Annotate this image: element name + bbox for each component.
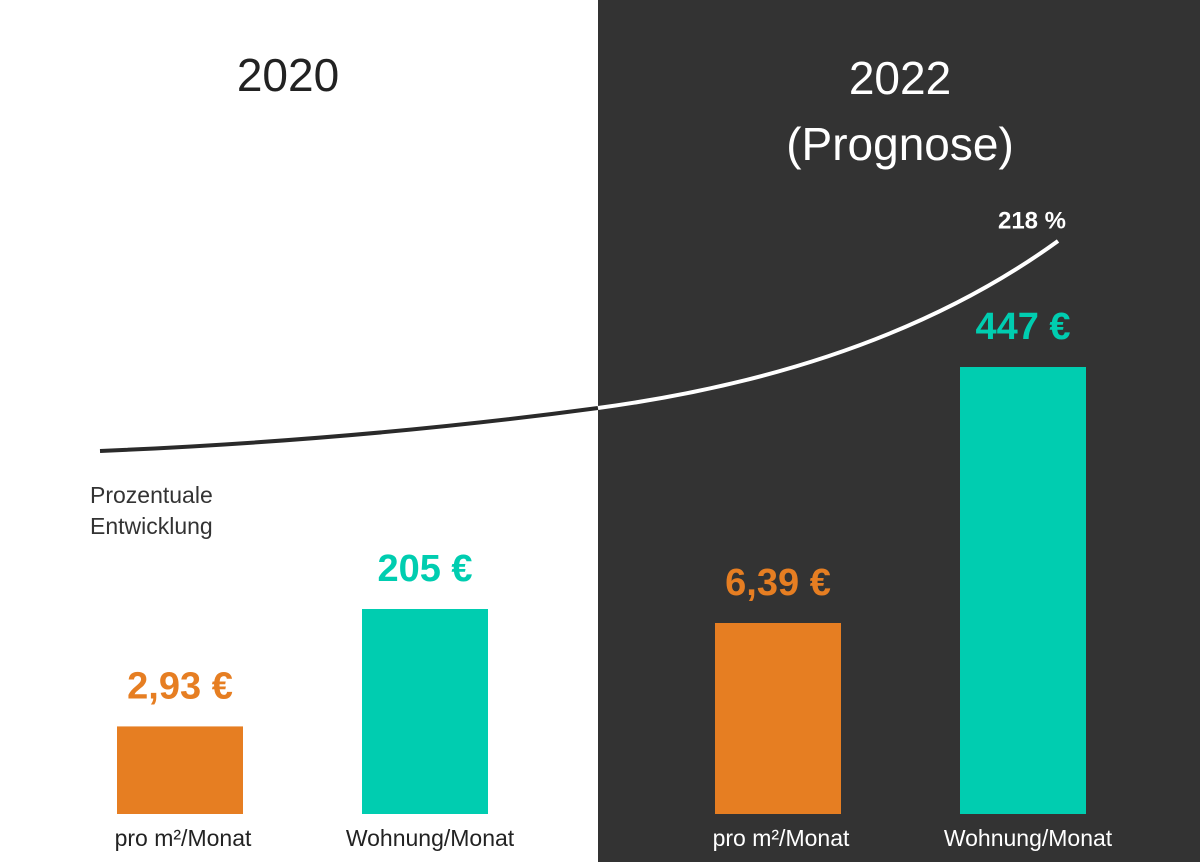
panel-left — [0, 0, 598, 862]
value-label: 2,93 € — [127, 665, 233, 707]
panel-right — [598, 0, 1200, 862]
bar — [362, 609, 488, 814]
value-label: 205 € — [377, 548, 472, 590]
category-label: Wohnung/Monat — [346, 825, 515, 851]
growth-annotation: 218 % — [998, 207, 1066, 234]
bar — [117, 726, 243, 814]
category-label: Wohnung/Monat — [944, 825, 1113, 851]
bar — [960, 367, 1086, 814]
panel-title: 2022 (Prognose) — [786, 52, 1014, 170]
trend-curve — [597, 239, 1060, 410]
value-label: 447 € — [975, 306, 1070, 348]
panel-title: 2020 — [236, 49, 340, 101]
category-label: pro m²/Monat — [115, 825, 252, 851]
bar — [715, 623, 841, 814]
growth-label: Prozentuale Entwicklung — [90, 482, 213, 539]
category-label: pro m²/Monat — [713, 825, 850, 851]
trend-curve — [99, 406, 599, 453]
value-label: 6,39 € — [725, 562, 831, 604]
